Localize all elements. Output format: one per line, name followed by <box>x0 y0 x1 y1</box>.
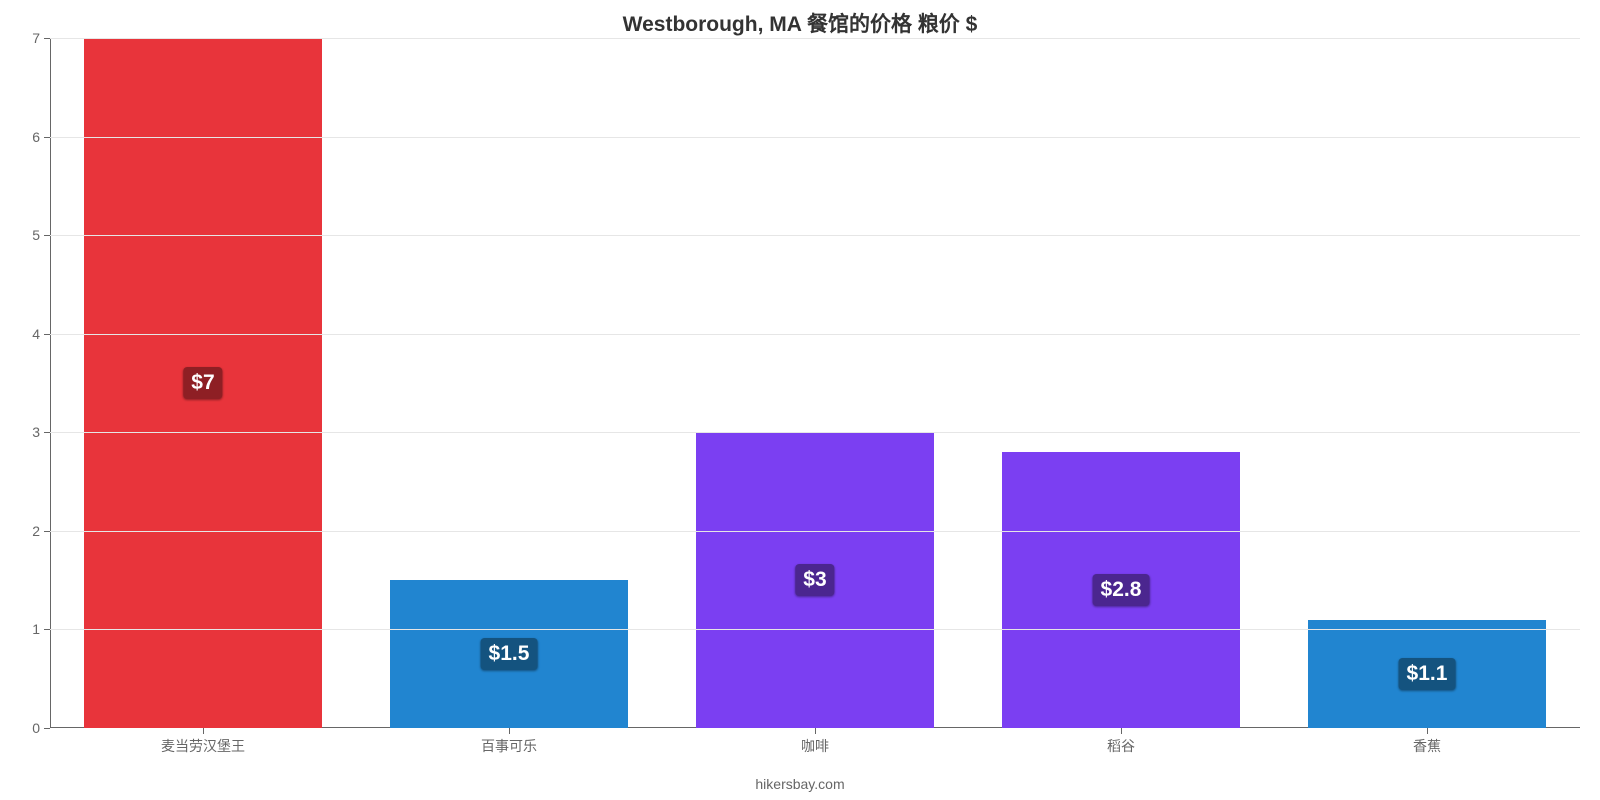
gridline <box>50 432 1580 433</box>
y-tick-label: 7 <box>32 30 50 46</box>
x-axis-label: 香蕉 <box>1413 736 1441 756</box>
bar-value-label: $1.5 <box>481 638 538 670</box>
bar-value-label: $2.8 <box>1093 574 1150 606</box>
x-axis-label: 麦当劳汉堡王 <box>161 736 245 756</box>
y-tick-label: 3 <box>32 424 50 440</box>
x-axis-label: 稻谷 <box>1107 736 1135 756</box>
price-bar-chart: Westborough, MA 餐馆的价格 粮价 $ $7$1.5$3$2.8$… <box>0 0 1600 800</box>
bar-value-label: $1.1 <box>1399 658 1456 690</box>
gridline <box>50 235 1580 236</box>
y-tick-label: 0 <box>32 720 50 736</box>
x-axis-label: 百事可乐 <box>481 736 537 756</box>
gridline <box>50 531 1580 532</box>
gridline <box>50 38 1580 39</box>
bar-value-label: $7 <box>183 367 222 399</box>
gridline <box>50 137 1580 138</box>
bar: $3 <box>696 432 935 728</box>
bar-value-label: $3 <box>795 564 834 596</box>
chart-title: Westborough, MA 餐馆的价格 粮价 $ <box>0 8 1600 38</box>
x-tick-mark <box>815 728 816 734</box>
x-tick-mark <box>1121 728 1122 734</box>
y-tick-label: 6 <box>32 129 50 145</box>
x-axis-label: 咖啡 <box>801 736 829 756</box>
y-tick-label: 4 <box>32 326 50 342</box>
bars-container: $7 $1.5 $3 $2.8 $1.1 <box>50 38 1580 728</box>
plot-area: $7$1.5$3$2.8$1.1 01234567 <box>50 38 1580 728</box>
gridline <box>50 334 1580 335</box>
x-tick-mark <box>1427 728 1428 734</box>
gridline <box>50 629 1580 630</box>
y-tick-label: 5 <box>32 227 50 243</box>
y-tick-label: 1 <box>32 621 50 637</box>
x-tick-mark <box>203 728 204 734</box>
chart-footer: hikersbay.com <box>0 776 1600 792</box>
x-tick-mark <box>509 728 510 734</box>
bar: $2.8 <box>1002 452 1241 728</box>
x-axis-labels: 麦当劳汉堡王 百事可乐 咖啡 稻谷 香蕉 <box>50 736 1580 760</box>
bar: $1.1 <box>1308 620 1547 728</box>
bar: $1.5 <box>390 580 629 728</box>
bar: $7 <box>84 38 323 728</box>
y-tick-label: 2 <box>32 523 50 539</box>
